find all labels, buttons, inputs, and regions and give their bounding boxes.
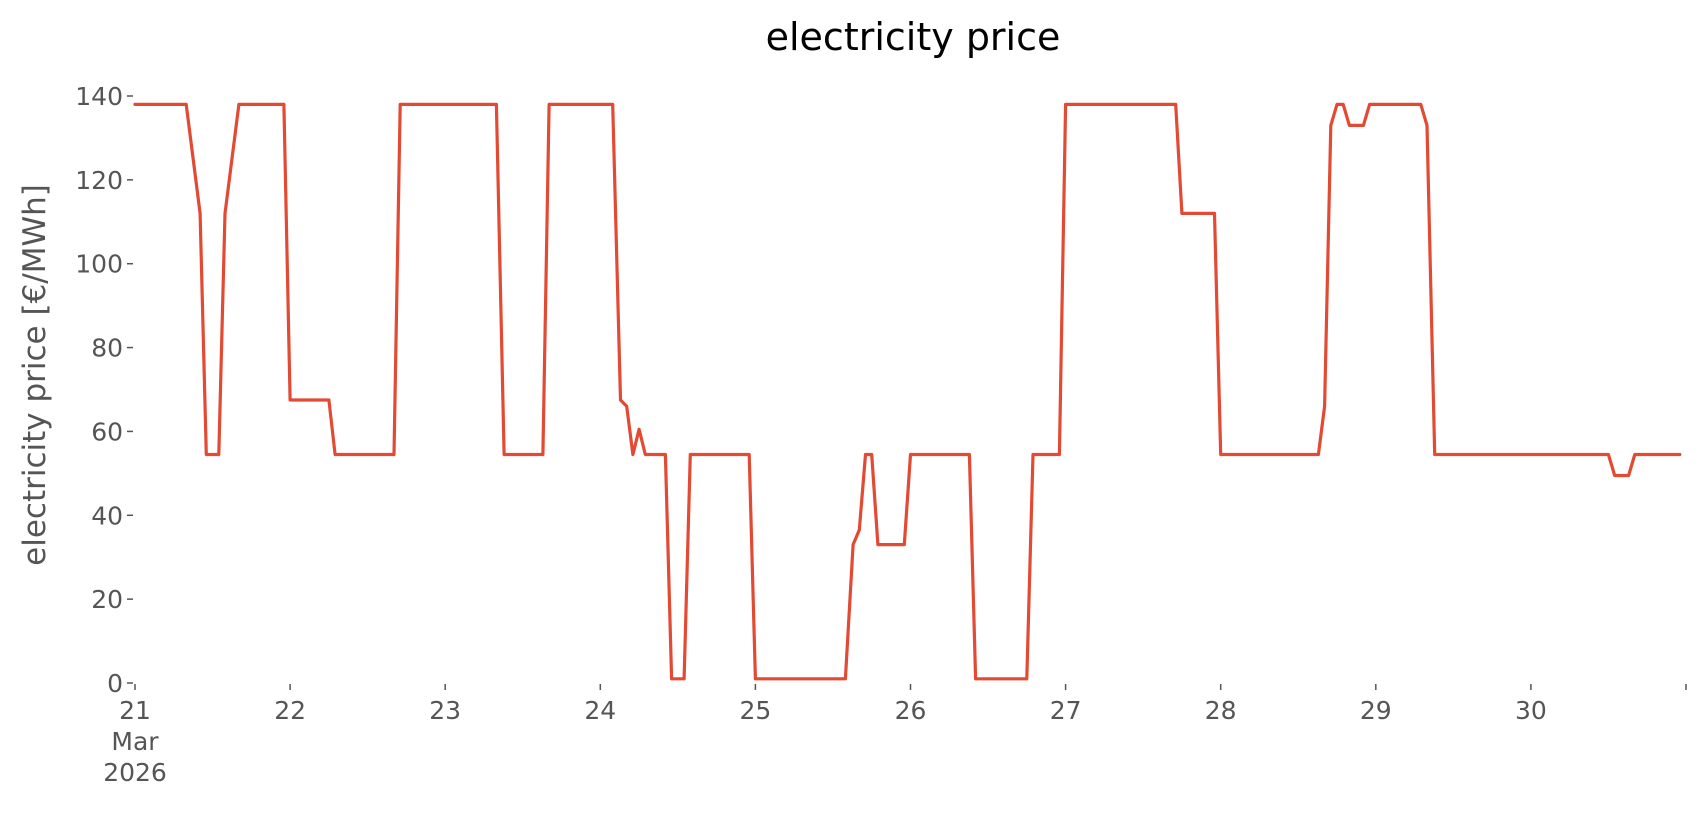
y-tick-label: 140 (75, 82, 123, 111)
x-tick-label: Mar (111, 727, 159, 756)
x-tick-label: 2026 (103, 758, 167, 787)
y-tick-label: 120 (75, 166, 123, 195)
y-axis-ticks: 0 20 40 60 80 100 120 140 (75, 82, 133, 698)
x-tick-label: 21 (119, 696, 151, 725)
y-axis-label: electricity price [€/MWh] (17, 184, 53, 566)
y-tick-label: 80 (91, 334, 123, 363)
y-tick-label: 20 (91, 585, 123, 614)
x-tick-label: 26 (895, 696, 927, 725)
x-tick-label: 24 (584, 696, 616, 725)
x-tick-label: 25 (739, 696, 771, 725)
x-tick-label: 28 (1205, 696, 1237, 725)
x-tick-label: 22 (274, 696, 306, 725)
x-tick-label: 29 (1360, 696, 1392, 725)
price-series-line (133, 102, 1682, 681)
y-tick-label: 60 (91, 417, 123, 446)
series-group (133, 102, 1682, 681)
y-tick-label: 100 (75, 250, 123, 279)
y-tick-label: 0 (107, 669, 123, 698)
x-tick-label: 27 (1050, 696, 1082, 725)
x-tick-label: 23 (429, 696, 461, 725)
y-tick-label: 40 (91, 501, 123, 530)
x-tick-label: 30 (1515, 696, 1547, 725)
chart-title: electricity price (766, 15, 1061, 59)
